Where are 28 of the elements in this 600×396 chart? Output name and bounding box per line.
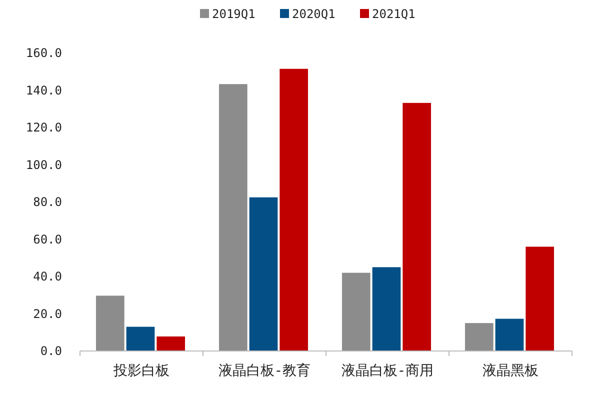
- y-tick-label: 80.0: [33, 195, 62, 210]
- bar: [464, 323, 494, 351]
- x-tick-label: 液晶黑板: [482, 363, 538, 379]
- legend-label: 2019Q1: [212, 7, 256, 21]
- x-tick-label: 液晶白板-教育: [218, 362, 311, 379]
- bar: [280, 68, 308, 351]
- y-tick-label: 0.0: [40, 344, 62, 358]
- legend-label: 2020Q1: [292, 7, 336, 21]
- bar: [156, 336, 186, 351]
- y-tick-label: 40.0: [33, 270, 62, 284]
- y-tick-label: 140.0: [26, 83, 62, 98]
- y-tick-label: 160.0: [26, 46, 62, 60]
- y-tick-label: 20.0: [33, 306, 62, 321]
- bar: [218, 84, 248, 351]
- y-tick-label: 100.0: [26, 158, 62, 172]
- y-tick-label: 120.0: [26, 120, 62, 135]
- bar: [126, 326, 155, 351]
- bar: [495, 318, 524, 351]
- bar: [96, 296, 124, 351]
- bar: [402, 102, 432, 351]
- bar: [342, 272, 370, 351]
- bar: [526, 246, 554, 351]
- bar: [372, 267, 401, 351]
- x-tick-label: 投影白板: [112, 363, 170, 379]
- x-tick-label: 液晶白板-商用: [341, 363, 434, 379]
- legend-label: 2021Q1: [372, 7, 416, 21]
- bar: [249, 197, 278, 351]
- y-tick-label: 60.0: [33, 232, 62, 246]
